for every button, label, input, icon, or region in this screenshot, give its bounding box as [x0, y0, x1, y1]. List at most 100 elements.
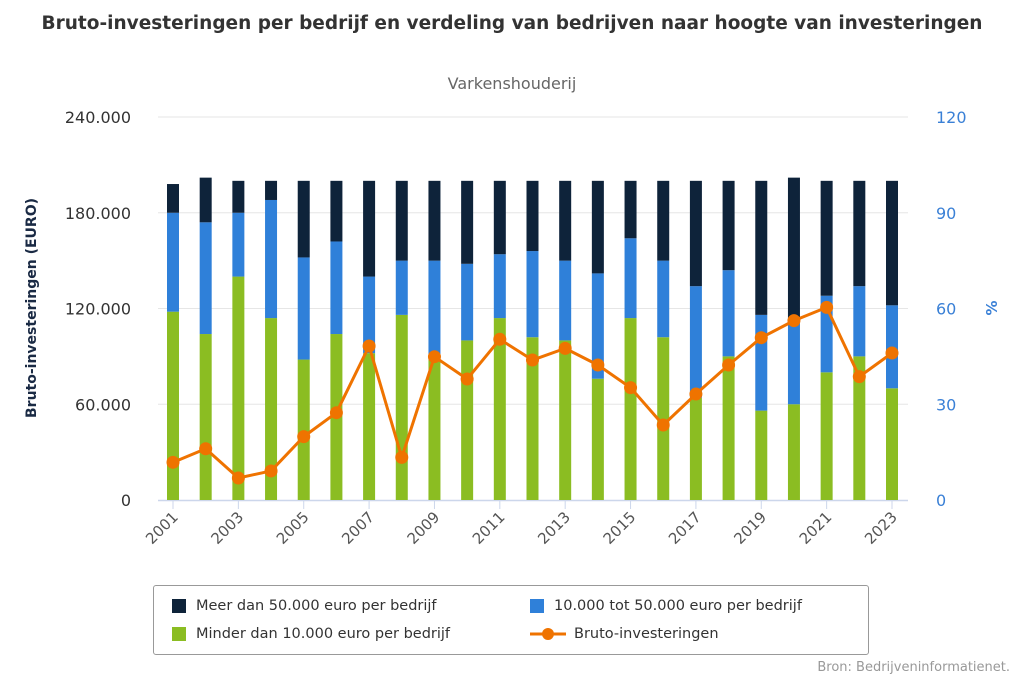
legend-swatch — [172, 627, 186, 641]
y-axis-title: Bruto-investeringen (EURO) — [24, 198, 40, 418]
bar-segment — [559, 340, 572, 500]
y2-axis-title: % — [983, 300, 1001, 315]
chart-subtitle: Varkenshouderij — [447, 74, 577, 93]
bar-segment — [461, 180, 474, 264]
legend-item-10000-tot-50000[interactable]: 10.000 tot 50.000 euro per bedrijf — [530, 598, 802, 614]
bar-segment — [330, 241, 343, 335]
bar-segment — [624, 238, 637, 319]
bar-segment — [755, 314, 768, 411]
y-tick-label: 60.000 — [75, 395, 131, 414]
legend-item-bruto-investeringen[interactable]: Bruto-investeringen — [530, 626, 719, 642]
y2-tick-label: 120 — [936, 108, 967, 127]
bar-segment — [886, 180, 898, 306]
bar-segment — [265, 318, 278, 500]
line-point — [722, 358, 736, 372]
x-tick-label: 2021 — [796, 508, 836, 548]
legend-item-minder-dan-10000[interactable]: Minder dan 10.000 euro per bedrijf — [172, 626, 450, 642]
bar-segment — [232, 212, 245, 277]
bar-segment — [624, 318, 637, 500]
legend-line-marker-icon — [530, 628, 566, 640]
line-point — [558, 341, 572, 355]
bar-segment — [657, 180, 670, 261]
bar-segment — [395, 260, 408, 315]
legend-label: 10.000 tot 50.000 euro per bedrijf — [554, 598, 802, 614]
bar-segment — [167, 212, 179, 312]
line-point — [689, 387, 703, 401]
bar-segment — [722, 356, 735, 500]
bar-segment — [493, 318, 506, 500]
line-point — [427, 350, 441, 364]
bar-segment — [853, 286, 866, 357]
y-tick-label: 0 — [121, 491, 131, 510]
line-point — [526, 353, 539, 367]
legend-item-meer-dan-50000[interactable]: Meer dan 50.000 euro per bedrijf — [172, 598, 437, 614]
x-tick-label: 2013 — [534, 508, 574, 548]
bar-segment — [395, 180, 408, 261]
bar-segment — [624, 180, 637, 239]
x-tick-label: 2019 — [730, 508, 770, 548]
x-tick-label: 2011 — [469, 508, 509, 548]
bar-segment — [526, 337, 539, 500]
bar-segment — [265, 199, 278, 319]
bar-segment — [689, 180, 702, 287]
bar-segment — [199, 334, 212, 500]
x-tick-label: 2015 — [600, 508, 640, 548]
bar-segment — [689, 286, 702, 398]
x-tick-label: 2009 — [404, 508, 444, 548]
bar-segment — [395, 314, 408, 500]
line-point — [297, 430, 311, 444]
y-tick-label: 120.000 — [65, 300, 131, 319]
bar-segment — [428, 180, 441, 261]
x-tick-label: 2023 — [861, 508, 901, 548]
bar-segment — [167, 311, 179, 500]
bar-segment — [787, 404, 800, 500]
line-point — [820, 300, 834, 314]
line-point — [166, 455, 180, 469]
bar-segment — [265, 180, 278, 200]
bar-segment — [526, 251, 539, 338]
bar-segment — [330, 180, 343, 242]
bar-segment — [755, 410, 768, 500]
bar-segment — [297, 257, 310, 360]
y2-tick-label: 60 — [936, 300, 956, 319]
line-point — [329, 406, 343, 420]
bar-segment — [787, 318, 800, 405]
bar-segment — [167, 184, 179, 213]
bar-segment — [461, 340, 474, 500]
bar-segment — [787, 177, 800, 319]
bar-segment — [428, 356, 441, 500]
bar-segment — [199, 222, 212, 335]
line-point — [395, 450, 409, 464]
bar-segment — [297, 359, 310, 500]
x-tick-label: 2003 — [207, 508, 247, 548]
legend-swatch — [172, 599, 186, 613]
line-point — [787, 314, 801, 328]
x-tick-label: 2005 — [273, 508, 313, 548]
chart-title: Bruto-investeringen per bedrijf en verde… — [41, 13, 983, 34]
bar-segment — [461, 263, 474, 341]
line-point — [656, 418, 670, 432]
bar-segment — [755, 180, 768, 315]
bar-segment — [493, 254, 506, 319]
bar-segment — [886, 388, 898, 500]
y2-tick-label: 30 — [936, 395, 956, 414]
line-point — [754, 331, 768, 345]
bar-segment — [428, 260, 441, 357]
bar-segment — [363, 353, 376, 500]
y-tick-label: 180.000 — [65, 204, 131, 223]
bar-segment — [820, 180, 833, 296]
bar-segment — [297, 180, 310, 258]
bar-segment — [363, 180, 376, 277]
bar-segment — [722, 180, 735, 271]
bar-segment — [853, 180, 866, 287]
y2-tick-label: 90 — [936, 204, 956, 223]
bar-segment — [591, 378, 604, 500]
x-tick-label: 2007 — [338, 508, 378, 548]
bar-segment — [232, 180, 245, 213]
bar-segment — [199, 177, 212, 223]
bar-segment — [526, 180, 539, 252]
bar-segment — [232, 276, 245, 500]
bar-segment — [363, 276, 376, 354]
bar-segment — [559, 260, 572, 341]
